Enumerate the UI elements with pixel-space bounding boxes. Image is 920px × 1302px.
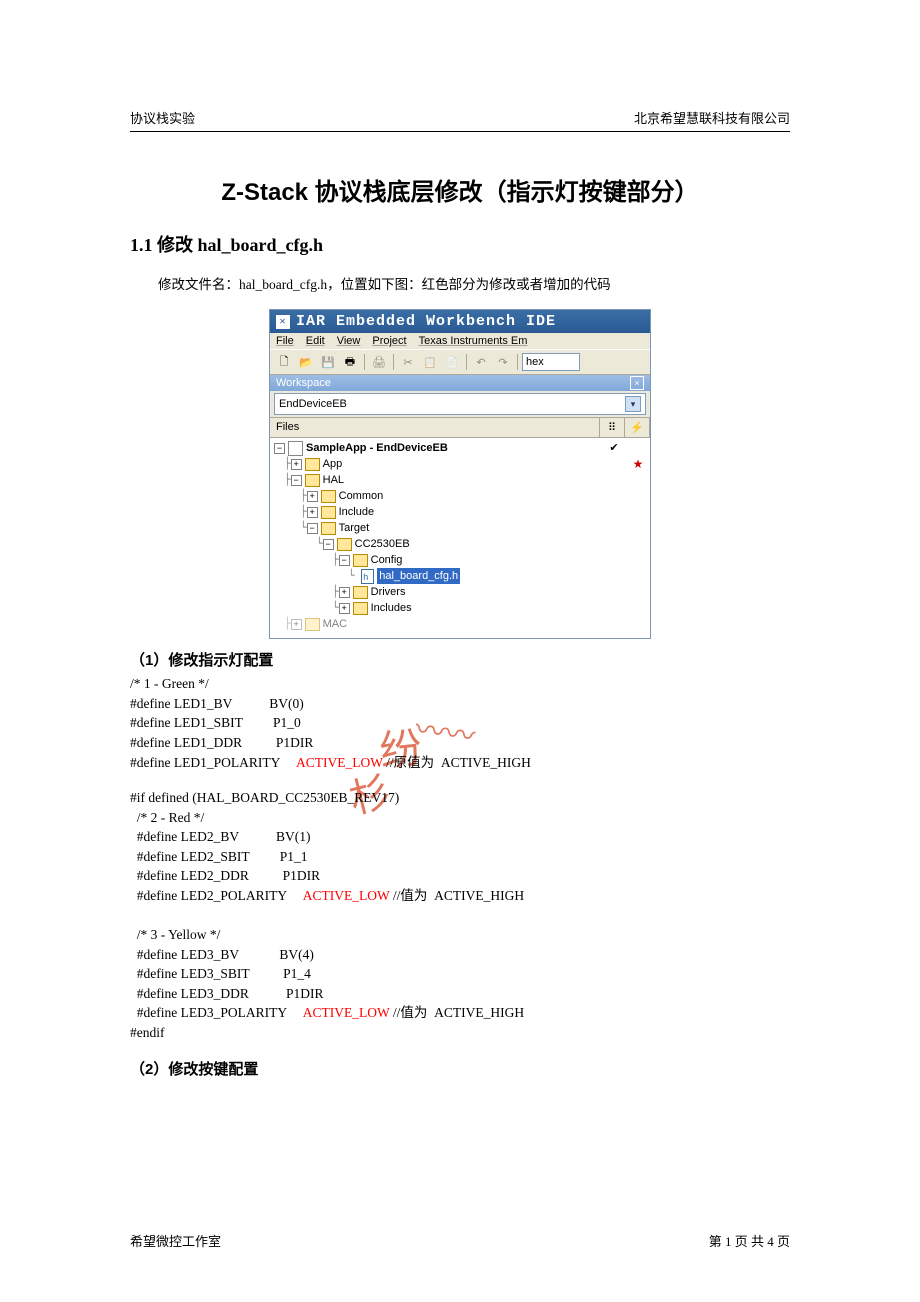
- selected-file[interactable]: hal_board_cfg.h: [377, 568, 460, 584]
- highlight-red: ACTIVE_LOW: [303, 1005, 390, 1020]
- menu-ti[interactable]: Texas Instruments Em: [419, 335, 528, 347]
- footer-right: 第 1 页 共 4 页: [709, 1231, 790, 1250]
- tree-include[interactable]: Include: [339, 504, 374, 520]
- tree-config[interactable]: Config: [371, 552, 403, 568]
- header-left: 协议栈实验: [130, 108, 195, 127]
- subsection-1: （1）修改指示灯配置: [130, 649, 790, 670]
- expand-icon[interactable]: +: [307, 507, 318, 518]
- code-block-2: #if defined (HAL_BOARD_CC2530EB_REV17) /…: [130, 788, 790, 1042]
- open-icon[interactable]: 📂: [296, 352, 316, 372]
- expand-icon[interactable]: +: [339, 587, 350, 598]
- chevron-down-icon[interactable]: ▾: [625, 396, 641, 412]
- subsection-2: （2）修改按键配置: [130, 1058, 790, 1079]
- header-right: 北京希望慧联科技有限公司: [634, 108, 790, 127]
- save-icon[interactable]: 💾: [318, 352, 338, 372]
- workspace-label: Workspace: [276, 377, 331, 389]
- col-build: ⠿: [600, 418, 625, 437]
- tree-hal[interactable]: HAL: [323, 472, 344, 488]
- toolbar-separator: [466, 354, 467, 370]
- collapse-icon[interactable]: −: [323, 539, 334, 550]
- highlight-red: ACTIVE_LOW: [296, 755, 383, 770]
- project-icon: [288, 441, 303, 456]
- print-icon[interactable]: 🖨: [369, 352, 389, 372]
- check-icon: ✔: [602, 440, 626, 456]
- close-icon[interactable]: ×: [630, 376, 644, 390]
- page-header: 协议栈实验 北京希望慧联科技有限公司: [130, 108, 790, 132]
- menu-project[interactable]: Project: [372, 335, 406, 347]
- tree-app[interactable]: App: [323, 456, 343, 472]
- folder-icon: [305, 474, 320, 487]
- saveall-icon[interactable]: 🖶: [340, 352, 360, 372]
- cut-icon[interactable]: ✂: [398, 352, 418, 372]
- col-status: ⚡: [625, 418, 650, 437]
- tree-header: Files ⠿ ⚡: [270, 417, 650, 438]
- h-file-icon: [361, 569, 374, 584]
- folder-icon: [353, 586, 368, 599]
- folder-icon: [337, 538, 352, 551]
- tree-includes[interactable]: Includes: [371, 600, 412, 616]
- tree-cc2530[interactable]: CC2530EB: [355, 536, 410, 552]
- menu-file[interactable]: File: [276, 335, 294, 347]
- menu-bar[interactable]: File Edit View Project Texas Instruments…: [270, 333, 650, 349]
- col-files: Files: [270, 418, 600, 437]
- ide-title-text: IAR Embedded Workbench IDE: [296, 313, 556, 330]
- file-tree[interactable]: −SampleApp - EndDeviceEB ✔ ├+App ★ ├−HAL…: [270, 438, 650, 638]
- toolbar: 🗋 📂 💾 🖶 🖨 ✂ 📋 📄 ↶ ↷: [270, 349, 650, 375]
- expand-icon[interactable]: +: [307, 491, 318, 502]
- page-footer: 希望微控工作室 第 1 页 共 4 页: [130, 1231, 790, 1250]
- expand-icon[interactable]: +: [291, 619, 302, 630]
- collapse-icon[interactable]: −: [274, 443, 285, 454]
- paste-icon[interactable]: 📄: [442, 352, 462, 372]
- folder-icon: [353, 554, 368, 567]
- menu-edit[interactable]: Edit: [306, 335, 325, 347]
- copy-icon[interactable]: 📋: [420, 352, 440, 372]
- collapse-icon[interactable]: −: [307, 523, 318, 534]
- undo-icon[interactable]: ↶: [471, 352, 491, 372]
- section-intro: 修改文件名：hal_board_cfg.h，位置如下图：红色部分为修改或者增加的…: [158, 275, 790, 295]
- folder-icon: [321, 522, 336, 535]
- folder-icon: [305, 458, 320, 471]
- collapse-icon[interactable]: −: [291, 475, 302, 486]
- tree-root[interactable]: SampleApp - EndDeviceEB: [306, 440, 448, 456]
- toolbar-separator: [393, 354, 394, 370]
- tree-mac[interactable]: MAC: [323, 616, 347, 632]
- ide-window: ✕ IAR Embedded Workbench IDE File Edit V…: [269, 309, 651, 639]
- expand-icon[interactable]: +: [339, 603, 350, 614]
- redo-icon[interactable]: ↷: [493, 352, 513, 372]
- menu-view[interactable]: View: [337, 335, 361, 347]
- config-combo[interactable]: EndDeviceEB ▾: [274, 393, 646, 415]
- tree-common[interactable]: Common: [339, 488, 384, 504]
- folder-icon: [321, 490, 336, 503]
- tree-drivers[interactable]: Drivers: [371, 584, 406, 600]
- ide-titlebar: ✕ IAR Embedded Workbench IDE: [270, 310, 650, 333]
- toolbar-separator: [517, 354, 518, 370]
- workspace-bar: Workspace ×: [270, 375, 650, 391]
- footer-left: 希望微控工作室: [130, 1231, 221, 1250]
- combo-value: EndDeviceEB: [279, 398, 347, 410]
- folder-icon: [353, 602, 368, 615]
- folder-icon: [305, 618, 320, 631]
- main-title: Z-Stack 协议栈底层修改（指示灯按键部分）: [130, 172, 790, 207]
- section-heading: 1.1 修改 hal_board_cfg.h: [130, 231, 790, 257]
- star-icon: ★: [626, 456, 650, 472]
- new-icon[interactable]: 🗋: [274, 352, 294, 372]
- code-block-1: /* 1 - Green */ #define LED1_BV BV(0) #d…: [130, 674, 790, 772]
- iar-logo-icon: ✕: [276, 315, 290, 329]
- search-input[interactable]: [522, 353, 580, 371]
- folder-icon: [321, 506, 336, 519]
- tree-target[interactable]: Target: [339, 520, 370, 536]
- expand-icon[interactable]: +: [291, 459, 302, 470]
- highlight-red: ACTIVE_LOW: [303, 888, 390, 903]
- toolbar-separator: [364, 354, 365, 370]
- collapse-icon[interactable]: −: [339, 555, 350, 566]
